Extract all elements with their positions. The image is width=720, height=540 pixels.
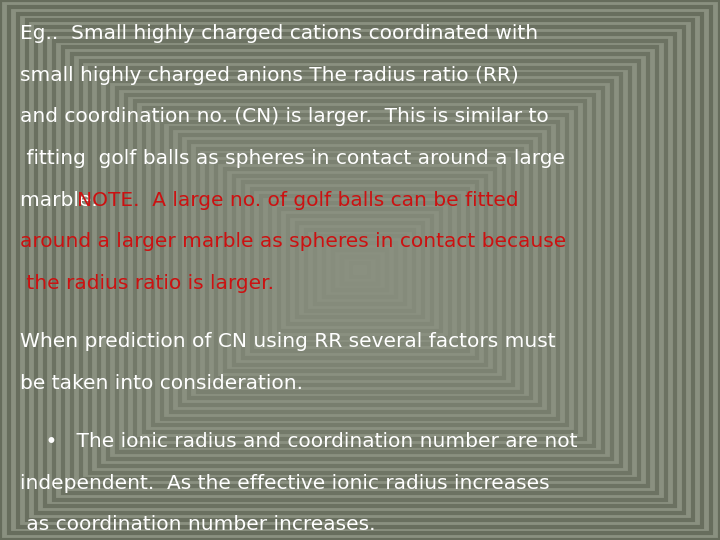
Text: the radius ratio is larger.: the radius ratio is larger. [20,274,274,293]
Text: •   The ionic radius and coordination number are not: • The ionic radius and coordination numb… [20,432,577,451]
Text: independent.  As the effective ionic radius increases: independent. As the effective ionic radi… [20,474,550,492]
Text: NOTE.  A large no. of golf balls can be fitted: NOTE. A large no. of golf balls can be f… [77,191,518,210]
Text: Eg..  Small highly charged cations coordinated with: Eg.. Small highly charged cations coordi… [20,24,539,43]
Text: be taken into consideration.: be taken into consideration. [20,374,303,393]
Text: When prediction of CN using RR several factors must: When prediction of CN using RR several f… [20,332,556,351]
Text: small highly charged anions The radius ratio (RR): small highly charged anions The radius r… [20,66,519,85]
Text: and coordination no. (CN) is larger.  This is similar to: and coordination no. (CN) is larger. Thi… [20,107,549,126]
Text: marble.: marble. [20,191,111,210]
Text: fitting  golf balls as spheres in contact around a large: fitting golf balls as spheres in contact… [20,149,565,168]
Text: around a larger marble as spheres in contact because: around a larger marble as spheres in con… [20,232,567,251]
Text: as coordination number increases.: as coordination number increases. [20,515,376,534]
